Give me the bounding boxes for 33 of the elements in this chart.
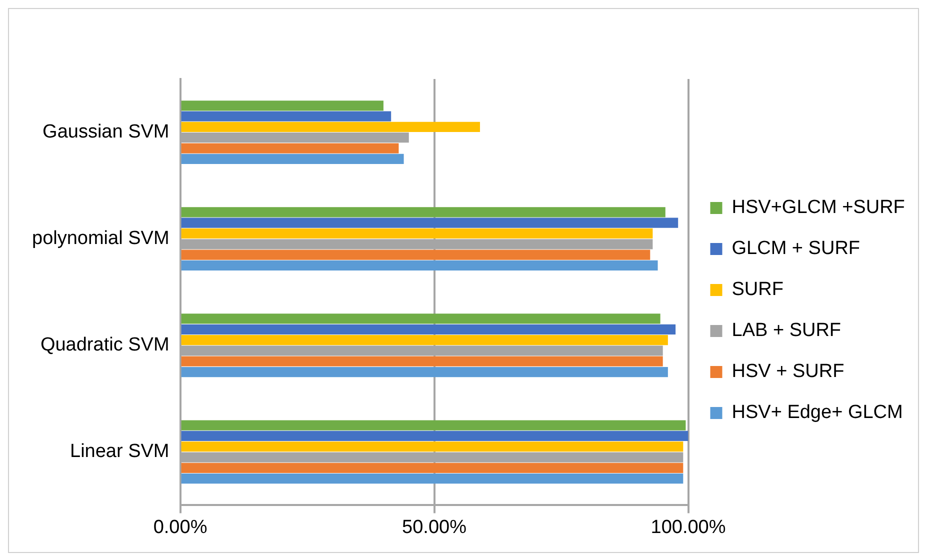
bar — [181, 334, 668, 346]
bar — [181, 314, 660, 324]
bar — [181, 356, 663, 366]
legend-label: GLCM + SURF — [732, 238, 860, 260]
y-tick-label: Linear SVM — [70, 441, 170, 462]
bar — [181, 474, 684, 484]
bar — [181, 420, 686, 430]
bar — [181, 366, 668, 378]
y-tick-label: Quadratic SVM — [40, 334, 170, 356]
x-tick-label: 0.00% — [153, 516, 208, 538]
legend-label: LAB + SURF — [732, 320, 842, 342]
legend-label: HSV+GLCM +SURF — [732, 197, 905, 218]
bar — [181, 260, 658, 271]
y-tick-label: polynomial SVM — [32, 228, 170, 250]
bar — [181, 442, 684, 452]
bar — [181, 143, 399, 154]
bar — [181, 250, 650, 260]
bar — [181, 111, 392, 122]
x-tick-label: 100.00% — [650, 516, 726, 538]
bar — [181, 122, 480, 132]
legend-label: SURF — [732, 279, 784, 300]
x-tick-label: 50.00% — [402, 516, 467, 538]
bar — [181, 207, 666, 218]
bar — [181, 462, 684, 473]
bar — [181, 430, 688, 442]
bar — [181, 154, 404, 164]
bar — [181, 100, 384, 111]
bar — [181, 228, 653, 239]
legend-label: HSV + SURF — [732, 361, 844, 382]
y-tick-label: Gaussian SVM — [42, 122, 170, 143]
bar — [181, 324, 676, 334]
bar — [181, 218, 678, 228]
legend-label: HSV+ Edge+ GLCM — [732, 402, 903, 424]
